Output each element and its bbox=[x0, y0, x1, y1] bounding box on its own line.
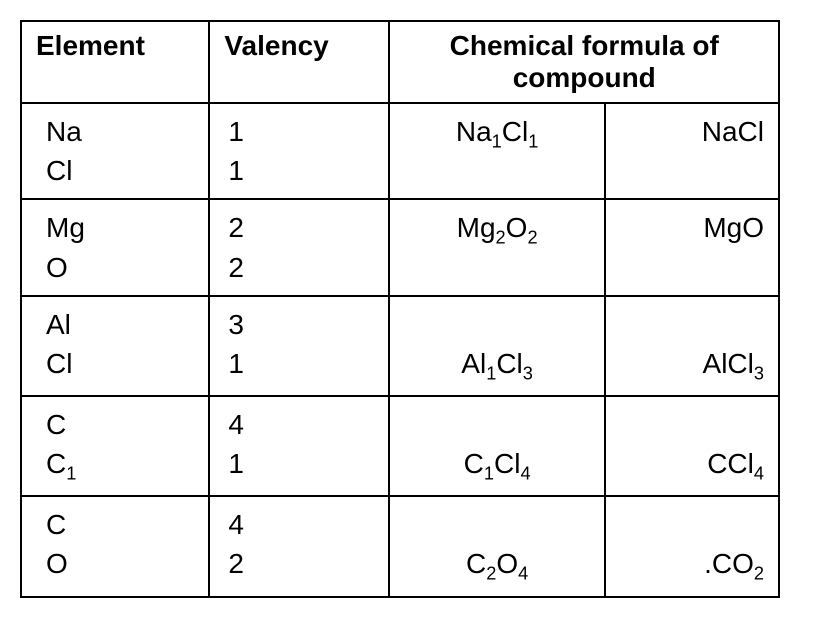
valency-table: Element Valency Chemical formula of comp… bbox=[20, 20, 780, 598]
element-line: O bbox=[46, 544, 194, 583]
table-row: C O 4 2 C2O4 .CO2 bbox=[21, 496, 779, 596]
valency-line: 2 bbox=[228, 544, 374, 583]
cell-formula-interim: Al1Cl3 bbox=[389, 296, 604, 396]
spacer bbox=[620, 405, 764, 444]
table-row: C C1 4 1 C1Cl4 CCl4 bbox=[21, 396, 779, 496]
valency-line: 4 bbox=[228, 505, 374, 544]
valency-line: 4 bbox=[228, 405, 374, 444]
cell-valency: 4 1 bbox=[209, 396, 389, 496]
formula-final-text: MgO bbox=[620, 208, 764, 247]
formula-interim-text: Mg2O2 bbox=[404, 208, 589, 251]
valency-line: 1 bbox=[228, 444, 374, 483]
element-line: Mg bbox=[46, 208, 194, 247]
cell-valency: 3 1 bbox=[209, 296, 389, 396]
table-row: Mg O 2 2 Mg2O2 MgO bbox=[21, 199, 779, 295]
formula-interim-text: C1Cl4 bbox=[404, 444, 589, 487]
element-line: Cl bbox=[46, 151, 194, 190]
valency-line: 2 bbox=[228, 208, 374, 247]
valency-line: 3 bbox=[228, 305, 374, 344]
cell-element: C O bbox=[21, 496, 209, 596]
formula-final-text: .CO2 bbox=[620, 544, 764, 587]
element-line: C1 bbox=[46, 444, 194, 487]
cell-formula-interim: Na1Cl1 bbox=[389, 103, 604, 199]
cell-formula-final: .CO2 bbox=[605, 496, 779, 596]
element-line: Na bbox=[46, 112, 194, 151]
valency-line: 1 bbox=[228, 151, 374, 190]
cell-element: Al Cl bbox=[21, 296, 209, 396]
col-header-element: Element bbox=[21, 21, 209, 103]
element-line: Al bbox=[46, 305, 194, 344]
formula-interim-text: C2O4 bbox=[404, 544, 589, 587]
formula-interim-text: Al1Cl3 bbox=[404, 344, 589, 387]
table-row: Al Cl 3 1 Al1Cl3 AlCl3 bbox=[21, 296, 779, 396]
cell-formula-final: NaCl bbox=[605, 103, 779, 199]
formula-final-text: CCl4 bbox=[620, 444, 764, 487]
element-line: C bbox=[46, 505, 194, 544]
cell-formula-final: CCl4 bbox=[605, 396, 779, 496]
spacer bbox=[404, 505, 589, 544]
table-body: Na Cl 1 1 Na1Cl1 NaCl Mg O 2 2 bbox=[21, 103, 779, 597]
col-header-formula: Chemical formula of compound bbox=[389, 21, 779, 103]
spacer bbox=[404, 405, 589, 444]
cell-element: C C1 bbox=[21, 396, 209, 496]
cell-element: Na Cl bbox=[21, 103, 209, 199]
cell-valency: 4 2 bbox=[209, 496, 389, 596]
table-row: Na Cl 1 1 Na1Cl1 NaCl bbox=[21, 103, 779, 199]
valency-line: 2 bbox=[228, 248, 374, 287]
valency-line: 1 bbox=[228, 112, 374, 151]
cell-formula-interim: C1Cl4 bbox=[389, 396, 604, 496]
table-header-row: Element Valency Chemical formula of comp… bbox=[21, 21, 779, 103]
formula-interim-text: Na1Cl1 bbox=[404, 112, 589, 155]
cell-valency: 2 2 bbox=[209, 199, 389, 295]
spacer bbox=[404, 305, 589, 344]
formula-final-text: AlCl3 bbox=[620, 344, 764, 387]
cell-formula-final: AlCl3 bbox=[605, 296, 779, 396]
valency-line: 1 bbox=[228, 344, 374, 383]
element-line: O bbox=[46, 248, 194, 287]
element-line: Cl bbox=[46, 344, 194, 383]
cell-valency: 1 1 bbox=[209, 103, 389, 199]
spacer bbox=[620, 505, 764, 544]
element-line: C bbox=[46, 405, 194, 444]
spacer bbox=[620, 305, 764, 344]
col-header-valency: Valency bbox=[209, 21, 389, 103]
cell-formula-final: MgO bbox=[605, 199, 779, 295]
cell-element: Mg O bbox=[21, 199, 209, 295]
formula-final-text: NaCl bbox=[620, 112, 764, 151]
cell-formula-interim: Mg2O2 bbox=[389, 199, 604, 295]
cell-formula-interim: C2O4 bbox=[389, 496, 604, 596]
